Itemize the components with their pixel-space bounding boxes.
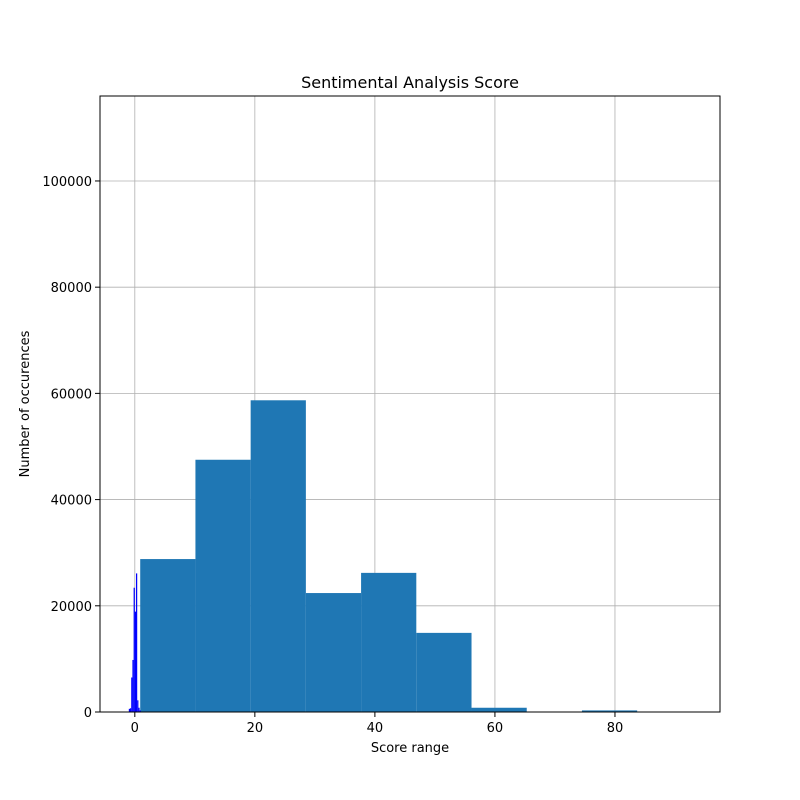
histogram-bar-overlay <box>131 677 133 712</box>
histogram-bar <box>581 710 638 712</box>
histogram-bar <box>195 459 251 712</box>
plot-frame <box>99 95 721 713</box>
x-tick-label: 40 <box>367 721 384 736</box>
y-tick-label: 0 <box>84 706 92 721</box>
histogram-bar-overlay <box>132 659 134 712</box>
histogram-bar-overlay <box>137 700 139 712</box>
y-tick-label: 80000 <box>51 281 92 296</box>
x-axis-label: Score range <box>371 741 449 756</box>
histogram-bar-overlay <box>128 708 131 712</box>
histogram-bar <box>416 632 472 712</box>
histogram-bar <box>471 707 527 712</box>
histogram-bar <box>305 593 362 712</box>
y-tick-label: 20000 <box>51 600 92 615</box>
x-tick-label: 20 <box>247 721 264 736</box>
histogram-bar-overlay <box>136 573 138 712</box>
histogram-bar-overlay <box>130 708 132 712</box>
y-axis-label: Number of occurences <box>18 330 33 477</box>
x-tick-label: 60 <box>487 721 504 736</box>
y-tick-label: 40000 <box>51 494 92 509</box>
histogram-bar-overlay <box>139 710 141 712</box>
x-tick-label: 0 <box>131 721 139 736</box>
histogram-bar <box>361 572 417 712</box>
histogram-bar-overlay <box>134 611 137 712</box>
y-tick-label: 60000 <box>51 387 92 402</box>
histogram-bar-overlay <box>138 707 140 712</box>
histogram-bar <box>140 559 196 712</box>
chart-title: Sentimental Analysis Score <box>301 73 519 92</box>
histogram-bar <box>250 400 306 712</box>
y-tick-label: 100000 <box>42 175 92 190</box>
x-tick-label: 80 <box>607 721 624 736</box>
axis-ticks: 0 20 40 60 80 0 20000 40000 60000 80000 100000 <box>42 175 623 736</box>
histogram-bars <box>128 400 638 712</box>
histogram-bar-overlay <box>133 587 135 712</box>
